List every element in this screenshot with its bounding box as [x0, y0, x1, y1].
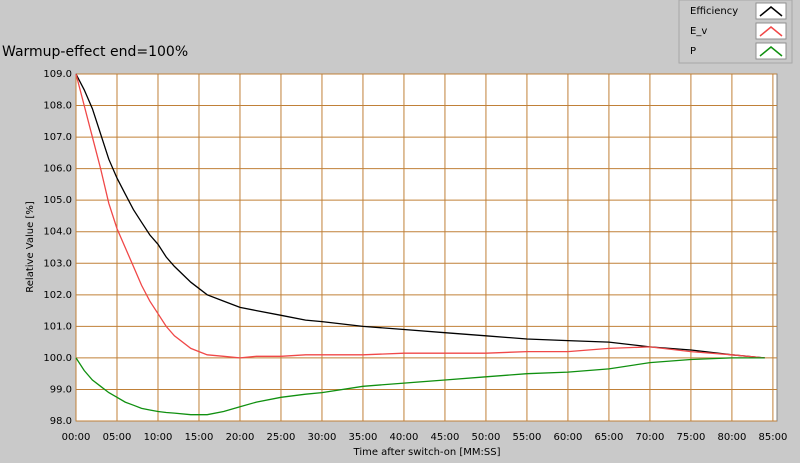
x-tick-label: 05:00 — [103, 432, 132, 443]
legend-swatch-box — [755, 42, 787, 60]
y-tick-label: 98.0 — [50, 416, 72, 427]
legend-swatch — [759, 6, 783, 17]
x-tick-label: 65:00 — [595, 432, 624, 443]
x-tick-label: 60:00 — [554, 432, 583, 443]
x-tick-label: 10:00 — [144, 432, 173, 443]
x-tick-label: 15:00 — [185, 432, 214, 443]
y-tick-label: 109.0 — [43, 69, 72, 80]
x-tick-label: 30:00 — [308, 432, 337, 443]
x-tick-label: 25:00 — [267, 432, 296, 443]
y-tick-label: 101.0 — [43, 321, 72, 332]
legend-label: Efficiency — [690, 6, 738, 17]
x-tick-label: 45:00 — [431, 432, 460, 443]
y-tick-label: 106.0 — [43, 164, 72, 175]
x-tick-label: 85:00 — [758, 432, 787, 443]
series-line — [75, 73, 765, 359]
chart-title: Warmup-effect end=100% — [2, 44, 188, 60]
x-axis-label: Time after switch-on [MM:SS] — [353, 447, 501, 458]
x-tick-label: 00:00 — [62, 432, 91, 443]
y-tick-label: 100.0 — [43, 353, 72, 364]
y-tick-label: 99.0 — [50, 384, 72, 395]
legend-swatch — [759, 26, 783, 37]
x-tick-label: 70:00 — [636, 432, 665, 443]
legend-label: P — [690, 46, 696, 57]
y-tick-label: 102.0 — [43, 290, 72, 301]
x-tick-label: 55:00 — [513, 432, 542, 443]
series-line — [75, 357, 765, 416]
x-tick-label: 75:00 — [676, 432, 705, 443]
y-axis-label: Relative Value [%] — [25, 201, 36, 293]
legend-label: E_v — [690, 26, 707, 37]
x-tick-label: 50:00 — [472, 432, 501, 443]
y-tick-label: 108.0 — [43, 101, 72, 112]
plot-area — [75, 73, 778, 422]
y-tick-label: 104.0 — [43, 227, 72, 238]
x-tick-label: 20:00 — [226, 432, 255, 443]
y-tick-label: 105.0 — [43, 195, 72, 206]
y-tick-label: 107.0 — [43, 132, 72, 143]
legend-swatch — [759, 46, 783, 57]
x-tick-label: 80:00 — [717, 432, 746, 443]
y-tick-label: 103.0 — [43, 258, 72, 269]
series-line — [75, 73, 765, 359]
x-tick-label: 35:00 — [349, 432, 378, 443]
x-tick-label: 40:00 — [390, 432, 419, 443]
legend-swatch-box — [755, 2, 787, 20]
legend-swatch-box — [755, 22, 787, 40]
